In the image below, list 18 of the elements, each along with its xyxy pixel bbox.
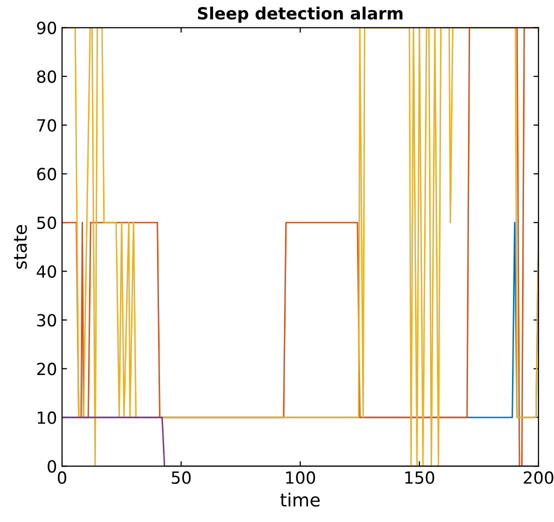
y-tick-label: 10 [38, 411, 56, 424]
x-tick-label: 150 [405, 471, 434, 484]
x-tick-label: 0 [58, 471, 66, 484]
y-tick-label: 80 [37, 70, 56, 83]
y-tick-label: 60 [37, 168, 56, 180]
y-tick-label: 70 [37, 119, 56, 132]
x-axis-title: time [280, 492, 320, 507]
y-tick-label: 40 [36, 265, 56, 278]
y-tick-label: 30 [37, 314, 56, 327]
x-tick-label: 50 [172, 471, 191, 484]
y-tick-label: 90 [37, 22, 56, 34]
x-tick-label: 100 [286, 471, 316, 484]
chart-title: Sleep detection alarm [198, 6, 402, 23]
y-tick-label: 0 [48, 460, 56, 473]
y-tick-label: 50 [37, 216, 56, 230]
x-tick-label: 200 [524, 471, 554, 484]
y-tick-label: 20 [37, 362, 56, 376]
y-axis-title: state [14, 224, 27, 269]
